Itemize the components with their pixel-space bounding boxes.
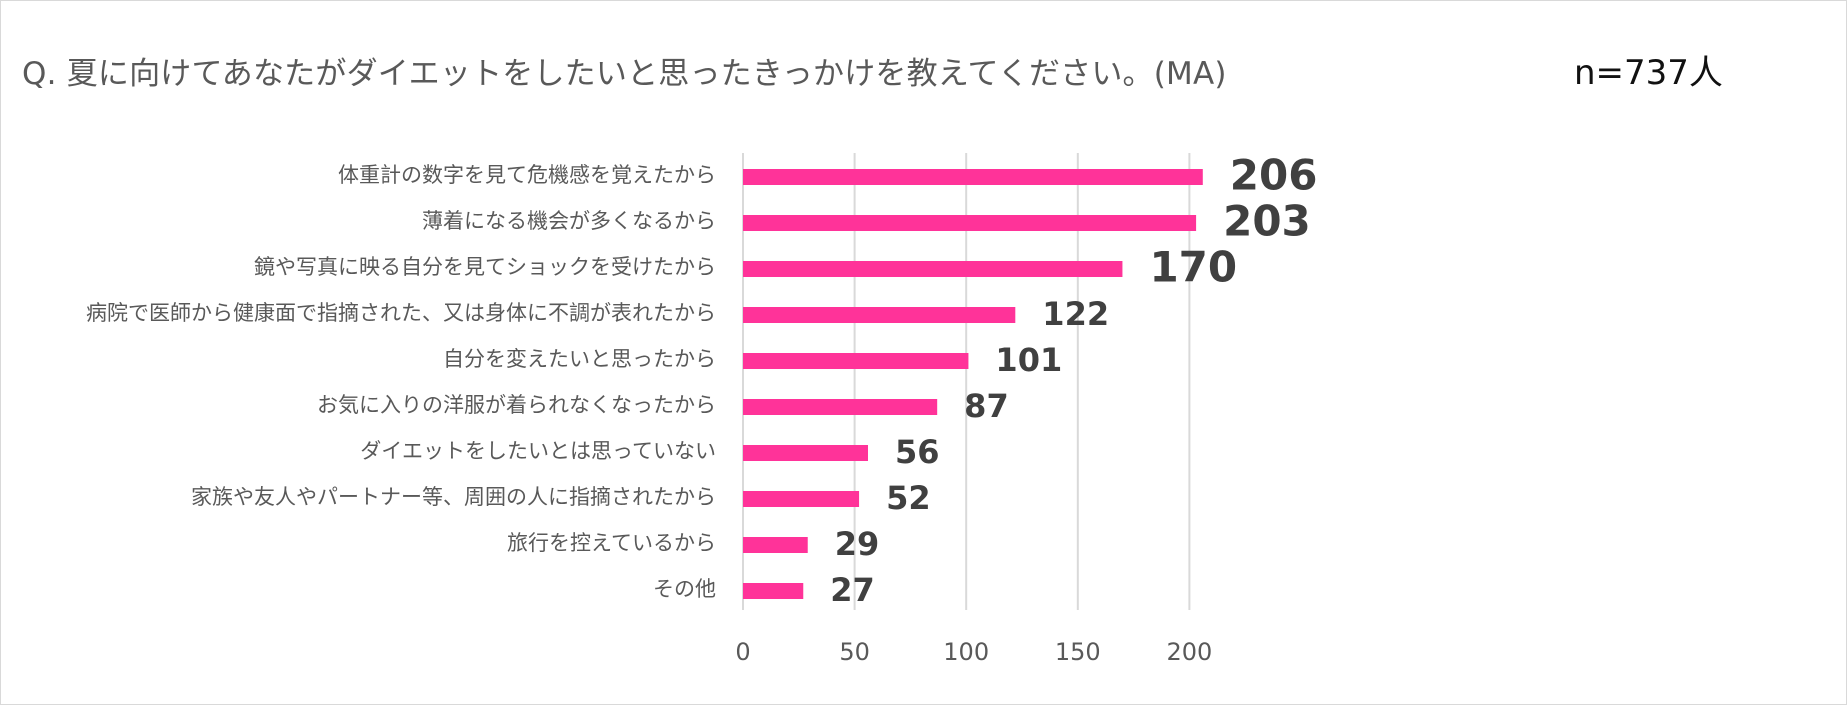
value-label: 29 — [835, 525, 880, 563]
x-tick-label: 100 — [943, 638, 989, 666]
value-label: 206 — [1230, 151, 1318, 200]
chart-title: Q. 夏に向けてあなたがダイエットをしたいと思ったきっかけを教えてください。(M… — [22, 56, 1227, 92]
category-labels: 体重計の数字を見て危機感を覚えたから薄着になる機会が多くなるから鏡や写真に映る自… — [86, 163, 716, 601]
category-label: 体重計の数字を見て危機感を覚えたから — [338, 163, 716, 187]
category-label: 家族や友人やパートナー等、周囲の人に指摘されたから — [191, 485, 716, 509]
bar — [743, 537, 808, 553]
value-label: 170 — [1149, 243, 1237, 292]
x-tick-label: 50 — [839, 638, 870, 666]
value-label: 52 — [886, 479, 931, 517]
bar — [743, 583, 804, 599]
x-tick-label: 150 — [1055, 638, 1101, 666]
value-label: 101 — [995, 341, 1062, 379]
category-label: 自分を変えたいと思ったから — [443, 347, 716, 371]
x-axis-ticks: 0 50 100 150 200 — [735, 638, 1212, 666]
bar — [743, 215, 1197, 231]
x-tick-label: 0 — [735, 638, 750, 666]
sample-size-label: n=737人 — [1574, 53, 1723, 93]
bar — [743, 491, 860, 507]
bar — [743, 353, 969, 369]
category-label: 鏡や写真に映る自分を見てショックを受けたから — [254, 255, 716, 279]
bar — [743, 169, 1203, 185]
bar — [743, 307, 1016, 323]
value-label: 122 — [1042, 295, 1109, 333]
bar — [743, 399, 938, 415]
category-label: 病院で医師から健康面で指摘された、又は身体に不調が表れたから — [86, 301, 716, 325]
category-label: その他 — [653, 577, 716, 601]
category-label: ダイエットをしたいとは思っていない — [360, 439, 716, 463]
bars — [743, 169, 1203, 599]
category-label: お気に入りの洋服が着られなくなったから — [317, 393, 716, 417]
bar — [743, 261, 1123, 277]
value-label: 27 — [830, 571, 875, 609]
bar — [743, 445, 868, 461]
value-label: 87 — [964, 387, 1009, 425]
value-label: 203 — [1223, 197, 1311, 246]
value-label: 56 — [895, 433, 940, 471]
x-tick-label: 200 — [1166, 638, 1212, 666]
category-label: 薄着になる機会が多くなるから — [422, 209, 716, 233]
category-label: 旅行を控えているから — [507, 531, 716, 555]
